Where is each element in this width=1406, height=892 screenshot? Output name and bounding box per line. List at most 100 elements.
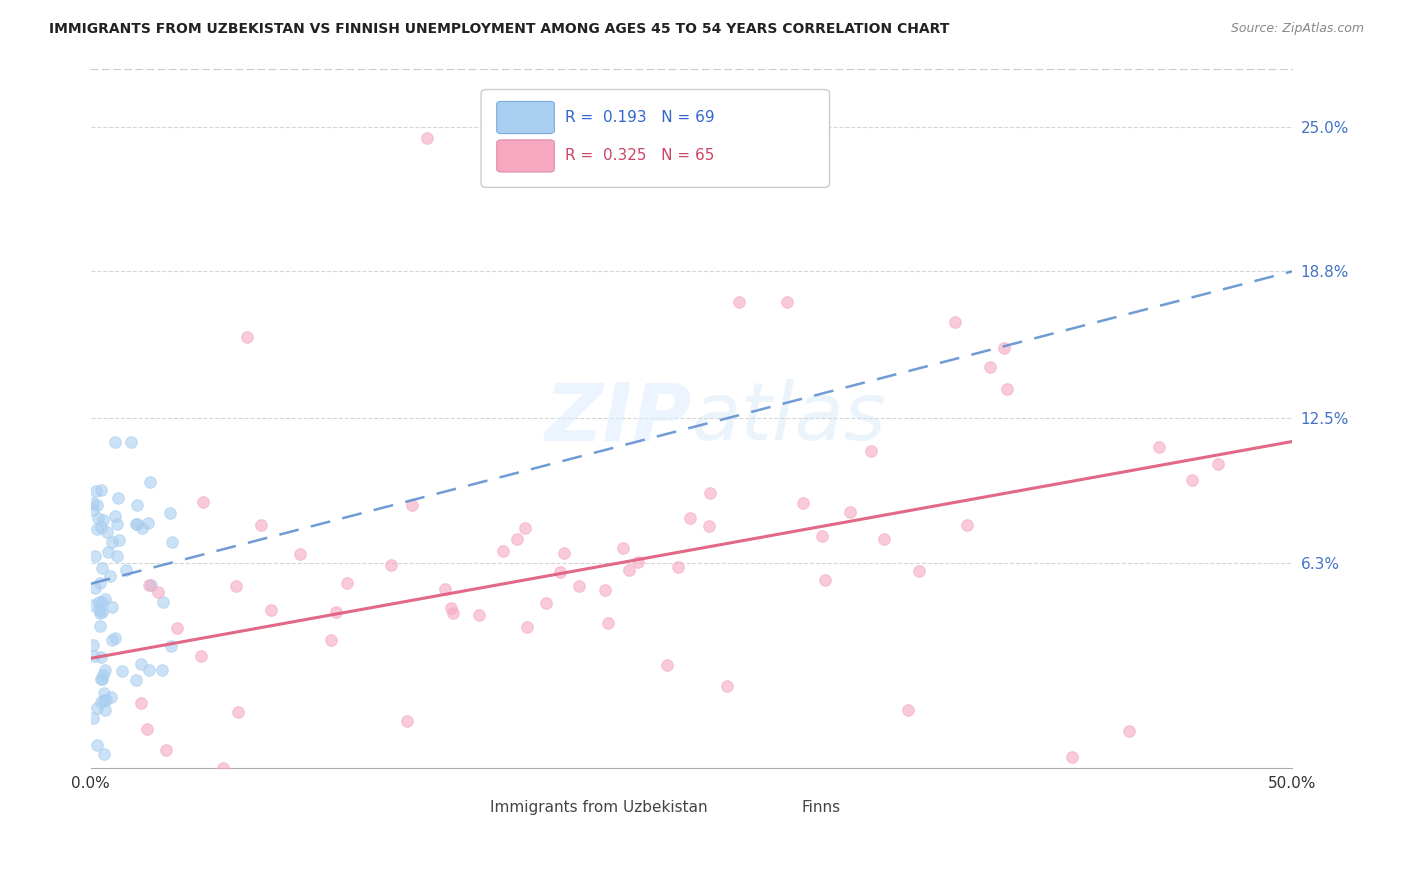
- Point: [395, 714, 418, 729]
- Point: [792, 496, 814, 510]
- Point: [98, 568, 121, 582]
- Point: [492, 543, 515, 558]
- Point: [627, 555, 650, 569]
- Point: [995, 383, 1018, 397]
- Point: [104, 631, 127, 645]
- Point: [114, 563, 136, 577]
- Point: [434, 582, 457, 596]
- Point: [93, 692, 115, 706]
- Point: [776, 294, 799, 309]
- Point: [1181, 473, 1204, 487]
- Point: [82, 503, 104, 517]
- Point: [104, 509, 127, 524]
- Point: [136, 516, 159, 530]
- Point: [513, 521, 536, 535]
- Text: Source: ZipAtlas.com: Source: ZipAtlas.com: [1230, 22, 1364, 36]
- Point: [86, 498, 108, 512]
- Point: [506, 532, 529, 546]
- Point: [139, 475, 162, 490]
- Point: [568, 578, 591, 592]
- Point: [211, 761, 233, 775]
- Point: [90, 672, 112, 686]
- Point: [86, 738, 108, 752]
- Point: [226, 706, 249, 720]
- Point: [96, 525, 118, 540]
- Point: [105, 516, 128, 531]
- Point: [101, 632, 124, 647]
- Point: [125, 516, 148, 531]
- Point: [107, 533, 129, 547]
- Point: [125, 499, 148, 513]
- Point: [810, 529, 832, 543]
- Text: IMMIGRANTS FROM UZBEKISTAN VS FINNISH UNEMPLOYMENT AMONG AGES 45 TO 54 YEARS COR: IMMIGRANTS FROM UZBEKISTAN VS FINNISH UN…: [49, 22, 949, 37]
- Point: [1118, 724, 1140, 739]
- Point: [979, 359, 1001, 374]
- FancyBboxPatch shape: [481, 89, 830, 187]
- Point: [94, 693, 117, 707]
- Point: [89, 603, 111, 617]
- Point: [135, 722, 157, 736]
- Point: [148, 584, 170, 599]
- Point: [956, 518, 979, 533]
- Point: [87, 595, 110, 609]
- Point: [150, 664, 173, 678]
- Point: [612, 541, 634, 556]
- Point: [131, 521, 153, 535]
- FancyBboxPatch shape: [742, 798, 794, 826]
- Point: [872, 532, 894, 546]
- Point: [138, 578, 160, 592]
- FancyBboxPatch shape: [496, 102, 554, 134]
- Point: [97, 545, 120, 559]
- Point: [84, 483, 107, 498]
- Point: [91, 513, 114, 527]
- Point: [1208, 457, 1230, 471]
- Point: [160, 535, 183, 549]
- Point: [93, 747, 115, 761]
- Point: [94, 591, 117, 606]
- Point: [814, 574, 837, 588]
- Point: [468, 608, 491, 623]
- Point: [82, 711, 104, 725]
- Point: [319, 632, 342, 647]
- Point: [897, 703, 920, 717]
- Point: [159, 506, 181, 520]
- Point: [190, 649, 212, 664]
- Point: [655, 657, 678, 672]
- Point: [91, 561, 114, 575]
- Point: [416, 131, 439, 145]
- Point: [943, 315, 966, 329]
- Point: [1060, 749, 1083, 764]
- Point: [86, 522, 108, 536]
- Point: [101, 599, 124, 614]
- Point: [82, 496, 104, 510]
- Point: [440, 600, 463, 615]
- Point: [84, 549, 107, 563]
- Point: [104, 434, 127, 449]
- Point: [94, 663, 117, 677]
- FancyBboxPatch shape: [429, 798, 482, 826]
- Point: [82, 598, 104, 612]
- Point: [617, 563, 640, 577]
- Point: [82, 638, 104, 652]
- Point: [89, 606, 111, 620]
- Point: [993, 341, 1015, 355]
- Point: [160, 639, 183, 653]
- Point: [908, 564, 931, 578]
- Point: [1149, 440, 1171, 454]
- FancyBboxPatch shape: [496, 140, 554, 172]
- Point: [839, 505, 862, 519]
- Point: [139, 578, 162, 592]
- Point: [91, 595, 114, 609]
- Point: [90, 672, 112, 686]
- Point: [679, 511, 702, 525]
- Point: [325, 605, 347, 619]
- Point: [90, 483, 112, 497]
- Point: [596, 615, 619, 630]
- Point: [101, 535, 124, 549]
- Point: [191, 495, 214, 509]
- Point: [90, 520, 112, 534]
- Point: [107, 491, 129, 505]
- Point: [441, 606, 464, 620]
- Point: [100, 690, 122, 704]
- Point: [125, 673, 148, 687]
